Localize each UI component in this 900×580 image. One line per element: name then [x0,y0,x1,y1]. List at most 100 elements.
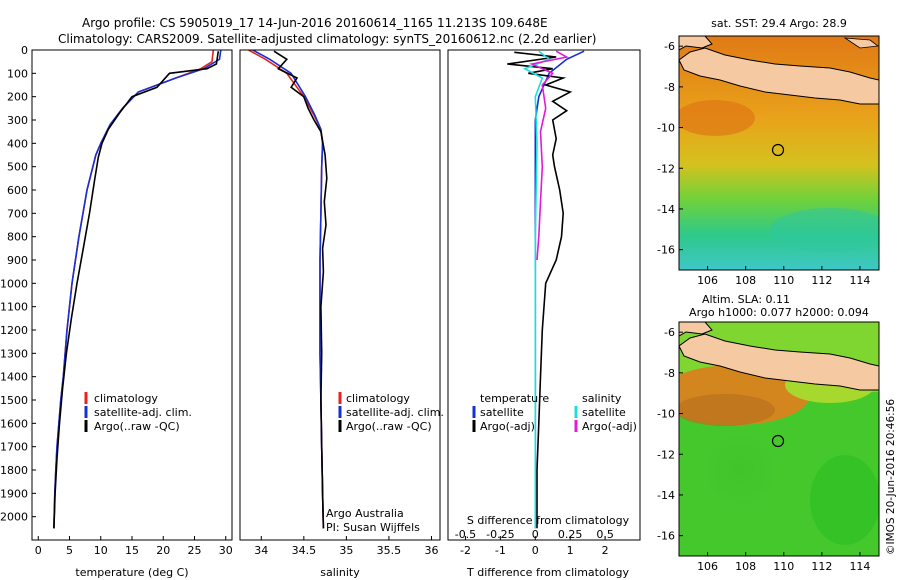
sla_map-lat-tick-label: -12 [657,448,675,461]
depth-tick-label: 300 [7,114,28,127]
legend-label-climatology: climatology [94,392,158,405]
difference-s-tick-label: 0 [532,528,539,541]
temperature-axes-box [31,49,233,541]
timestamp-stamp: ©IMOS 20-Jun-2016 20:46:56 [885,399,897,555]
sst_map-lat-tick-label: -8 [664,81,675,94]
sst_map-lat-tick-label: -12 [657,162,675,175]
depth-tick-label: 1800 [0,464,28,477]
salinity-series-2 [273,50,328,529]
legend-label-t-satellite: satellite [480,406,524,419]
sst-map-title: sat. SST: 29.4 Argo: 28.9 [711,17,847,30]
depth-tick-label: 1600 [0,417,28,430]
difference-x-tick-label: 1 [567,544,574,557]
sst-map-panel: sat. SST: 29.4 Argo: 28.9 106 108 110 112 11… [657,17,880,287]
sla-low-blob [700,430,780,510]
salinity-axes-box [239,49,441,541]
sst_map-lat-tick-label: -6 [664,40,675,53]
java-land [679,333,879,391]
difference-legend: temperature satellite Argo(-adj) salinit… [472,392,637,433]
legend-heading-salinity: salinity [582,392,622,405]
difference-s-tick-label: -0.25 [486,528,514,541]
pi-annotation: PI: Susan Wijffels [326,521,420,534]
depth-tick-label: 1300 [0,347,28,360]
legend-label-satellite: satellite-adj. clim. [94,406,192,419]
difference-x-tick-label: 2 [602,544,609,557]
depth-tick-label: 700 [7,207,28,220]
salinity-series-0 [248,50,325,529]
salinity-x-tick-label: 34.5 [292,544,317,557]
depth-tick-label: 400 [7,137,28,150]
depth-tick-label: 0 [21,44,28,57]
sla-low-blob-east [810,455,879,545]
java-land [679,47,879,105]
depth-tick-label: 1100 [0,301,28,314]
sst-cool-patch [770,208,879,252]
difference-x-tick-label: -2 [460,544,471,557]
difference-s-tick-label: -0.5 [455,528,476,541]
difference-x-tick-label: 0 [532,544,539,557]
difference-t-axis-label: T difference from climatology [466,566,629,579]
temperature-x-tick-label: 25 [188,544,202,557]
sla_map-lon-tick-label: 114 [849,560,870,573]
temperature-x-tick-label: 5 [66,544,73,557]
sst_map-lon-tick-label: 112 [811,274,832,287]
sst_map-lon-tick-label: 106 [697,274,718,287]
depth-tick-label: 1700 [0,441,28,454]
depth-tick-label: 600 [7,184,28,197]
legend-label-s-argo: Argo(-adj) [582,420,637,433]
temperature-legend: climatology satellite-adj. clim. Argo(..… [84,392,192,433]
institution-annotation: Argo Australia [326,507,404,520]
salinity-series-1 [252,50,325,529]
difference-s-axis-label: S difference from climatology [467,514,630,527]
sla_map-lon-tick-label: 108 [735,560,756,573]
sla-high-core [679,394,775,426]
difference-series-1 [507,51,573,529]
depth-tick-label: 1500 [0,394,28,407]
difference-s-tick-label: 0.5 [596,528,614,541]
sla_map-lon-tick-label: 110 [773,560,794,573]
sla_map-lat-tick-label: -6 [664,326,675,339]
temperature-series-0 [53,50,215,529]
temperature-series-2 [53,51,220,529]
temperature-x-tick-label: 15 [125,544,139,557]
legend-label-climatology: climatology [346,392,410,405]
depth-tick-label: 100 [7,67,28,80]
sla_map-lon-tick-label: 112 [811,560,832,573]
sla-map-panel: Altim. SLA: 0.11 Argo h1000: 0.077 h2000… [657,293,880,573]
depth-tick-label: 1400 [0,371,28,384]
header-title-line2: Climatology: CARS2009. Satellite-adjuste… [58,32,596,46]
temperature-x-tick-label: 20 [156,544,170,557]
sla_map-lat-tick-label: -10 [657,408,675,421]
argo-position-marker [771,434,785,448]
salinity-legend: climatology satellite-adj. clim. Argo(..… [338,392,444,433]
sumatra-land [679,36,713,51]
sst_map-lat-tick-label: -16 [657,244,675,257]
sla_map-lat-tick-label: -16 [657,530,675,543]
depth-tick-label: 1200 [0,324,28,337]
legend-label-satellite: satellite-adj. clim. [346,406,444,419]
legend-label-argo: Argo(..raw -QC) [346,420,432,433]
depth-tick-label: 800 [7,231,28,244]
difference-panel: -2 -1 0 1 2 -0.5 -0.25 0 0.25 0.5 S difference fr… [447,49,641,579]
salinity-x-tick-label: 35 [339,544,353,557]
sla_map-lat-tick-label: -8 [664,367,675,380]
sumatra-land [679,322,713,337]
legend-label-s-satellite: satellite [582,406,626,419]
difference-s-tick-label: 0.25 [558,528,583,541]
difference-x-tick-label: -1 [495,544,506,557]
temperature-x-tick-label: 30 [219,544,233,557]
salinity-panel: 34 34.5 35 35.5 36 salinity climatology sate… [239,49,444,579]
depth-tick-label: 900 [7,254,28,267]
salinity-x-tick-label: 36 [424,544,438,557]
depth-tick-label: 500 [7,161,28,174]
sla-map-subtitle: Argo h1000: 0.077 h2000: 0.094 [689,306,869,319]
sst_map-lon-tick-label: 110 [773,274,794,287]
difference-axes-box [447,49,641,541]
sla_map-lon-tick-label: 106 [697,560,718,573]
island-land [843,37,879,49]
temperature-x-tick-label: 10 [94,544,108,557]
legend-heading-temperature: temperature [480,392,549,405]
header-title-line1: Argo profile: CS 5905019_17 14-Jun-2016 … [82,16,548,30]
salinity-x-label: salinity [320,566,360,579]
